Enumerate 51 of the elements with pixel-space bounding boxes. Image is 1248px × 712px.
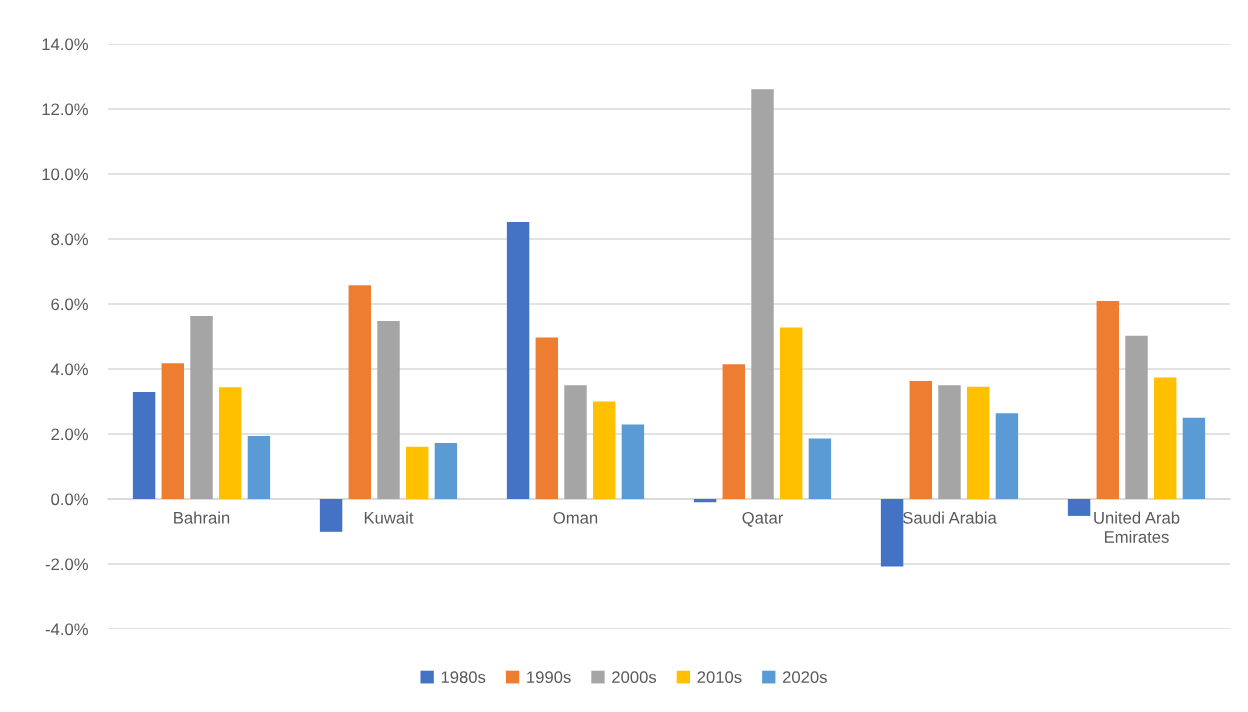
- y-tick-label: 6.0%: [51, 298, 88, 311]
- y-tick-label: 4.0%: [50, 363, 88, 376]
- bar: [161, 363, 185, 499]
- legend-label: 2000s: [612, 671, 657, 684]
- bar: [377, 320, 400, 499]
- x-tick-label: Bahrain: [174, 511, 230, 524]
- x-tick-label: Saudi Arabia: [903, 511, 997, 524]
- bar: [218, 387, 242, 499]
- bar: [779, 327, 803, 499]
- y-tick-label: 8.0%: [51, 233, 88, 246]
- bar: [1125, 335, 1148, 499]
- bar: [722, 364, 746, 499]
- bar: [564, 385, 587, 499]
- y-tick-label: -4.0%: [45, 623, 88, 636]
- bar: [995, 413, 1019, 499]
- bar: [434, 443, 458, 499]
- bar: [506, 222, 530, 499]
- x-tick-label: Oman: [553, 511, 598, 524]
- y-tick-label: 10.0%: [42, 168, 88, 181]
- legend-label: 2010s: [697, 671, 742, 684]
- bar: [348, 285, 372, 499]
- legend-label: 2020s: [782, 671, 827, 684]
- bar: [1182, 417, 1206, 499]
- legend-label: 1990s: [527, 671, 571, 684]
- bar: [405, 446, 429, 499]
- bar: [247, 435, 271, 499]
- bar: [1067, 499, 1091, 516]
- legend-label: 1980s: [441, 671, 486, 684]
- y-tick-label: -2.0%: [45, 558, 88, 571]
- y-tick-label: 12.0%: [42, 103, 88, 116]
- bar: [1096, 301, 1120, 499]
- bar: [319, 499, 343, 532]
- x-tick-label: Kuwait: [364, 511, 414, 524]
- bar: [808, 438, 832, 499]
- bar: [132, 392, 156, 499]
- x-tick-label: Qatar: [742, 511, 784, 527]
- y-tick-label: 14.0%: [42, 38, 88, 51]
- bar: [621, 424, 645, 499]
- x-tick-label: United Arab Emirates: [1094, 511, 1180, 543]
- bar: [190, 316, 213, 499]
- bar: [909, 381, 933, 499]
- bar: [693, 499, 717, 503]
- bar: [966, 386, 990, 499]
- bar: [592, 401, 616, 499]
- bar: [938, 385, 961, 499]
- y-tick-label: 2.0%: [51, 428, 88, 441]
- bar: [880, 499, 904, 567]
- bar: [751, 89, 774, 499]
- y-tick-label: 0.0%: [51, 493, 88, 506]
- bar: [535, 337, 559, 499]
- bar: [1153, 377, 1177, 499]
